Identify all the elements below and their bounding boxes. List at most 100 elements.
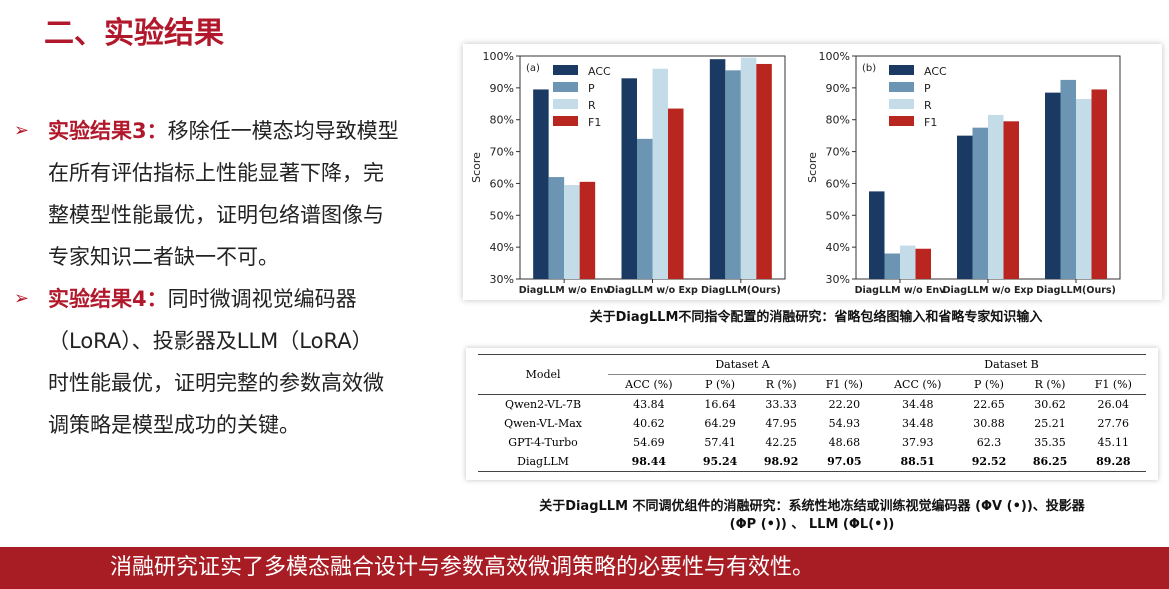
bar-p [884, 253, 900, 279]
y-tick-label: 70% [826, 146, 850, 159]
legend-swatch [553, 116, 578, 126]
table-caption-line-1: 关于DiagLLM 不同调优组件的消融研究：系统性地冻结或训练视觉编码器 (ΦV… [539, 499, 1085, 514]
table-cell: 43.84 [633, 398, 665, 411]
conclusion-text: 消融研究证实了多模态融合设计与参数高效微调策略的必要性与有效性。 [110, 555, 815, 580]
bar-r [1076, 99, 1092, 279]
bar-acc [621, 78, 637, 279]
ablation-table: Model Dataset A Dataset B ACC (%) P (%) … [478, 354, 1146, 472]
table-sub-header-row: ACC (%) P (%) R (%) F1 (%) ACC (%) P (%)… [478, 375, 1146, 395]
table-cell: 57.41 [704, 436, 736, 449]
table-cell: 86.25 [1032, 455, 1068, 468]
table-cell: 97.05 [827, 455, 862, 468]
ablation-bar-charts: 30% 40% 50% 60% 70% 80% 90% 100% Score (a) DiagLLM… [470, 50, 1121, 296]
result-3-text-1: 移除任一模态均导致模型 [167, 119, 399, 143]
result-4-bullet: ➢ 实验结果4：同时微调视觉编码器 （LoRA）、投影器及LLM（LoRA） 时… [14, 278, 454, 446]
result-4-line-4: 调策略是模型成功的关键。 [48, 413, 300, 437]
table-cell: 34.48 [902, 398, 934, 411]
table-cell: 25.21 [1034, 417, 1066, 430]
table-cell: Qwen2-VL-7B [505, 398, 582, 411]
x-tick-label: DiagLLM w/o Exp [607, 285, 698, 296]
x-tick-label: DiagLLM(Ours) [1036, 285, 1116, 296]
y-tick-label: 60% [490, 177, 514, 190]
table-group-header-row: Model Dataset A Dataset B [478, 354, 1146, 395]
result-3-line-4: 专家知识二者缺一不可。 [48, 245, 279, 269]
y-axis-label: Score [806, 152, 819, 183]
table-row: Qwen2-VL-7B 43.84 16.64 33.33 22.20 34.4… [478, 395, 1146, 415]
table-cell: DiagLLM [517, 455, 569, 468]
result-3-bullet: ➢ 实验结果3：移除任一模态均导致模型 在所有评估指标上性能显著下降，完 整模型… [14, 110, 454, 278]
y-tick-label: 50% [826, 209, 850, 222]
dataset-b-header: Dataset B [877, 354, 1146, 375]
y-tick-label: 40% [490, 241, 514, 254]
bar-r [652, 68, 668, 279]
result-4-label: 实验结果4： [48, 287, 168, 311]
table-cell: 40.62 [633, 417, 665, 430]
bar-f1 [756, 63, 772, 279]
result-3-line-3: 整模型性能最优，证明包络谱图像与 [48, 203, 384, 227]
x-tick-label: DiagLLM w/o Env [519, 285, 611, 296]
table-cell: 95.24 [702, 455, 738, 468]
chart-caption: 关于DiagLLM不同指令配置的消融研究：省略包络图输入和省略专家知识输入 [589, 310, 1043, 325]
table-cell: 16.64 [704, 398, 736, 411]
x-tick-label: DiagLLM w/o Exp [943, 285, 1034, 296]
result-3-line-1: 实验结果3：移除任一模态均导致模型 [48, 110, 454, 152]
ablation-table-frame: Model Dataset A Dataset B ACC (%) P (%) … [466, 348, 1158, 480]
y-tick-label: 90% [490, 82, 514, 95]
legend-label: F1 [924, 116, 937, 129]
table-cell: GPT-4-Turbo [508, 436, 578, 449]
legend-label: ACC [588, 65, 611, 78]
column-header: P (%) [974, 378, 1004, 391]
table-cell: 27.76 [1097, 417, 1130, 430]
chart-panel-a: 30% 40% 50% 60% 70% 80% 90% 100% Score (a) DiagLLM… [470, 50, 786, 296]
legend-swatch [553, 82, 578, 92]
bar-p [548, 177, 565, 279]
legend-swatch [889, 99, 914, 109]
result-3-label: 实验结果3： [48, 119, 168, 143]
table-cell: 89.28 [1096, 455, 1131, 468]
table-cell: 54.69 [633, 436, 665, 449]
bar-f1 [1003, 121, 1019, 279]
x-tick-label: DiagLLM(Ours) [701, 285, 781, 296]
table-cell: 64.29 [704, 417, 736, 430]
bar-acc [709, 59, 726, 279]
table-cell: 22.65 [973, 398, 1005, 411]
table-cell: 37.93 [902, 436, 934, 449]
bar-r [988, 114, 1004, 279]
result-3-line-2: 在所有评估指标上性能显著下降，完 [48, 161, 384, 185]
column-header: P (%) [705, 378, 736, 391]
legend-swatch [889, 116, 914, 126]
y-tick-label: 70% [490, 146, 514, 159]
table-cell: 42.25 [765, 436, 797, 449]
table-cell: 34.48 [902, 417, 934, 430]
table-cell: Qwen-VL-Max [504, 417, 583, 430]
table-cell: 98.92 [763, 455, 799, 468]
x-tick-label: DiagLLM w/o Env [855, 285, 947, 296]
column-header: ACC (%) [894, 378, 942, 391]
legend-swatch [889, 82, 914, 92]
y-tick-label: 60% [826, 177, 850, 190]
panel-label: (a) [526, 63, 540, 74]
bar-r [564, 185, 580, 279]
bar-f1 [1091, 89, 1107, 279]
bar-f1 [579, 181, 596, 279]
ablation-charts-frame: 30% 40% 50% 60% 70% 80% 90% 100% Score (a) DiagLLM… [463, 44, 1162, 300]
table-row: Qwen-VL-Max 40.62 64.29 47.95 54.93 34.4… [478, 414, 1146, 433]
bar-p [972, 127, 988, 279]
bar-p [725, 70, 741, 279]
y-tick-label: 80% [490, 114, 514, 127]
results-text: ➢ 实验结果3：移除任一模态均导致模型 在所有评估指标上性能显著下降，完 整模型… [14, 110, 454, 446]
table-cell: 22.20 [828, 398, 861, 411]
table-row: GPT-4-Turbo 54.69 57.41 42.25 48.68 37.9… [478, 433, 1146, 452]
table-body: Qwen2-VL-7B 43.84 16.64 33.33 22.20 34.4… [478, 395, 1146, 472]
column-header: ACC (%) [625, 378, 673, 391]
bar-p [1060, 79, 1076, 279]
bar-r [900, 245, 916, 279]
result-4-line-2: （LoRA）、投影器及LLM（LoRA） [48, 329, 373, 353]
y-tick-label: 100% [483, 50, 514, 63]
arrow-bullet-icon: ➢ [14, 288, 30, 309]
y-tick-label: 50% [490, 209, 514, 222]
dataset-a-header: Dataset A [608, 354, 878, 375]
bar-acc [869, 191, 885, 279]
table-cell: 35.35 [1034, 436, 1066, 449]
y-tick-label: 30% [490, 273, 514, 286]
